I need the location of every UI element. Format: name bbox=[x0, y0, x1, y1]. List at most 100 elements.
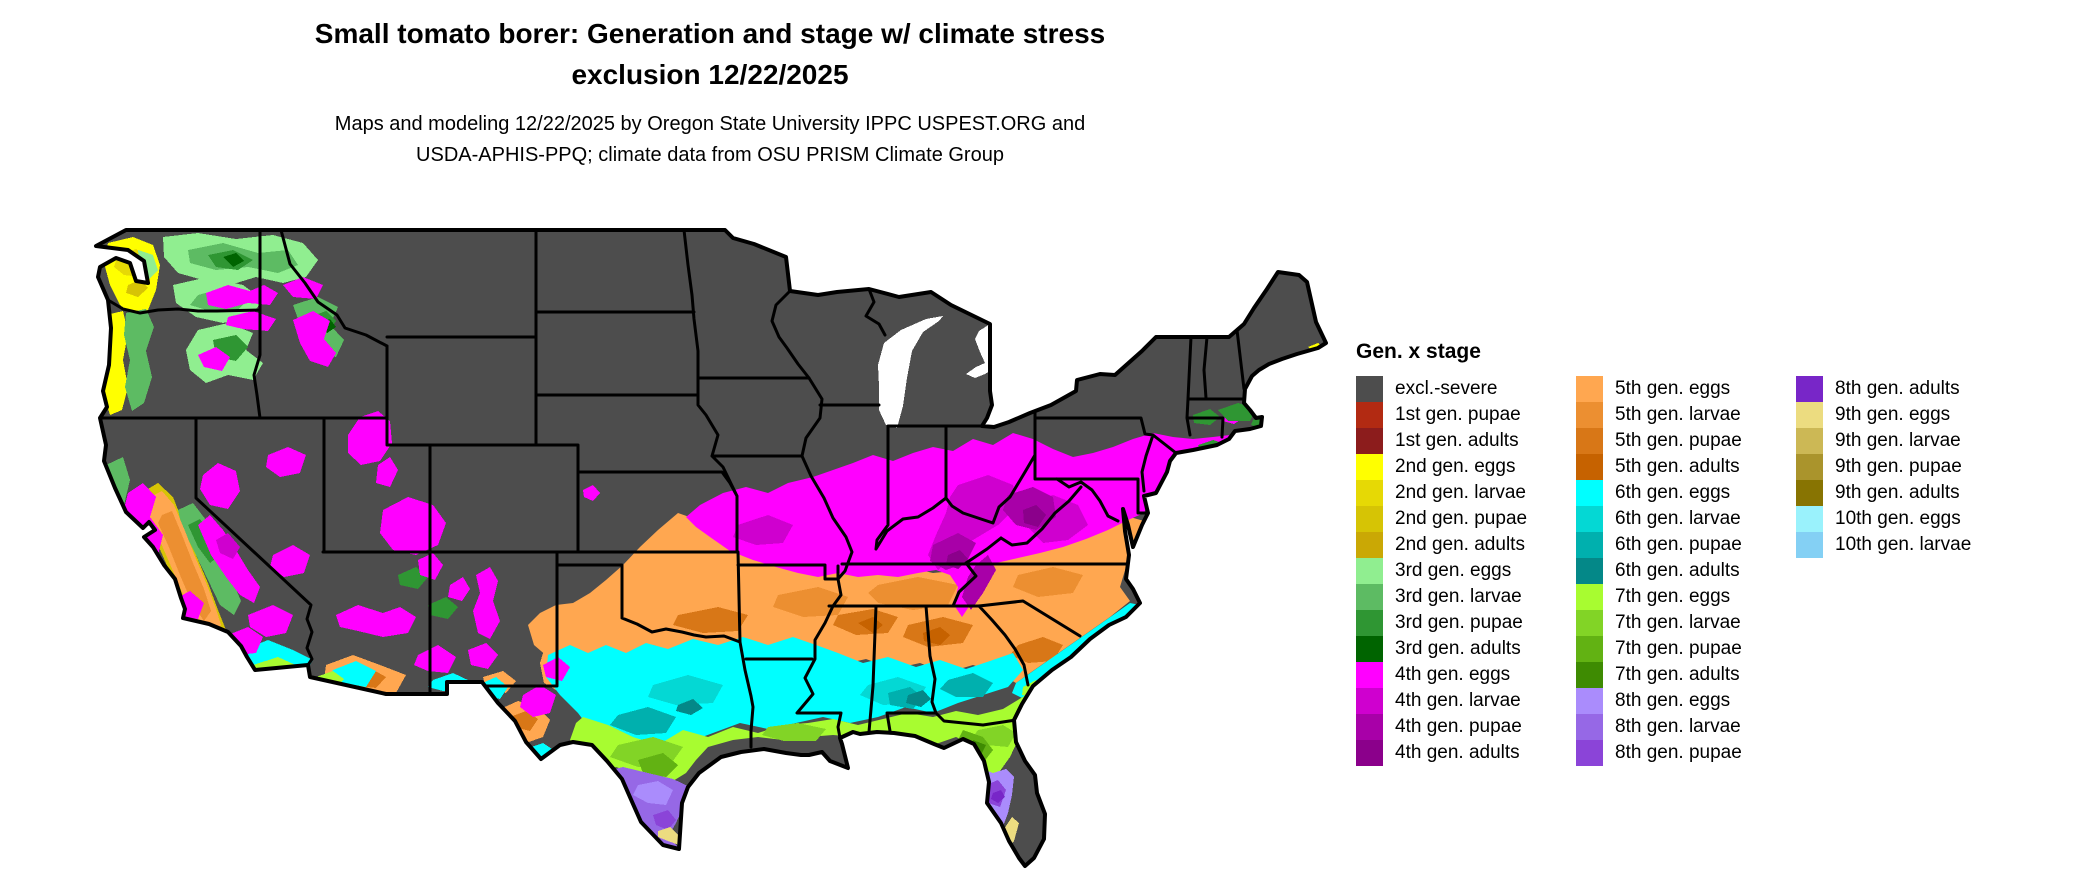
legend-item: 8th gen. pupae bbox=[1576, 740, 1796, 766]
legend-item: 5th gen. eggs bbox=[1576, 376, 1796, 402]
legend-item-label: 5th gen. eggs bbox=[1615, 378, 1731, 399]
legend-swatch bbox=[1356, 454, 1383, 480]
legend-item-label: 5th gen. larvae bbox=[1615, 404, 1741, 425]
legend-item-label: 10th gen. eggs bbox=[1835, 508, 1961, 529]
legend-item-label: 7th gen. adults bbox=[1615, 664, 1740, 685]
legend-item-label: 8th gen. pupae bbox=[1615, 742, 1742, 763]
map-subtitle-line2: USDA-APHIS-PPQ; climate data from OSU PR… bbox=[416, 144, 1004, 167]
map-title-line2: exclusion 12/22/2025 bbox=[571, 58, 849, 90]
legend-item: 8th gen. larvae bbox=[1576, 714, 1796, 740]
legend-swatch bbox=[1576, 454, 1603, 480]
legend-swatch bbox=[1356, 584, 1383, 610]
legend-swatch bbox=[1576, 428, 1603, 454]
legend-swatch bbox=[1576, 714, 1603, 740]
legend-item-label: 7th gen. larvae bbox=[1615, 612, 1741, 633]
legend: Gen. x stage excl.-severe 1st gen. pupae 1… bbox=[1356, 340, 2016, 766]
legend-item-label: 3rd gen. larvae bbox=[1395, 586, 1522, 607]
legend-swatch bbox=[1796, 376, 1823, 402]
legend-item: excl.-severe bbox=[1356, 376, 1576, 402]
legend-item-label: 5th gen. adults bbox=[1615, 456, 1740, 477]
legend-item: 6th gen. pupae bbox=[1576, 532, 1796, 558]
map-regions-6th-gen-adults bbox=[676, 690, 931, 715]
legend-item: 9th gen. adults bbox=[1796, 480, 2016, 506]
legend-item: 3rd gen. adults bbox=[1356, 636, 1576, 662]
legend-swatch bbox=[1796, 532, 1823, 558]
legend-item-label: 6th gen. larvae bbox=[1615, 508, 1741, 529]
map-regions-5th-gen-larvae bbox=[158, 511, 1083, 621]
legend-item-label: 4th gen. eggs bbox=[1395, 664, 1511, 685]
legend-item-label: 6th gen. adults bbox=[1615, 560, 1740, 581]
legend-item: 1st gen. adults bbox=[1356, 428, 1576, 454]
legend-item: 2nd gen. eggs bbox=[1356, 454, 1576, 480]
legend-swatch bbox=[1796, 402, 1823, 428]
legend-item-label: 7th gen. eggs bbox=[1615, 586, 1731, 607]
legend-swatch bbox=[1356, 610, 1383, 636]
legend-swatch bbox=[1796, 480, 1823, 506]
legend-swatch bbox=[1356, 636, 1383, 662]
legend-item-label: 6th gen. eggs bbox=[1615, 482, 1731, 503]
legend-item-label: 4th gen. pupae bbox=[1395, 716, 1522, 737]
legend-swatch bbox=[1796, 454, 1823, 480]
legend-item: 8th gen. adults bbox=[1796, 376, 2016, 402]
legend-swatch bbox=[1356, 402, 1383, 428]
legend-swatch bbox=[1576, 558, 1603, 584]
legend-item: 3rd gen. pupae bbox=[1356, 610, 1576, 636]
legend-item-label: 3rd gen. eggs bbox=[1395, 560, 1512, 581]
legend-item-label: 5th gen. pupae bbox=[1615, 430, 1742, 451]
legend-item: 7th gen. pupae bbox=[1576, 636, 1796, 662]
legend-item: 3rd gen. larvae bbox=[1356, 584, 1576, 610]
legend-swatch bbox=[1576, 740, 1603, 766]
legend-swatch bbox=[1576, 376, 1603, 402]
legend-item: 5th gen. pupae bbox=[1576, 428, 1796, 454]
legend-swatch bbox=[1576, 610, 1603, 636]
legend-item: 9th gen. eggs bbox=[1796, 402, 2016, 428]
legend-item: 10th gen. eggs bbox=[1796, 506, 2016, 532]
legend-item: 2nd gen. larvae bbox=[1356, 480, 1576, 506]
legend-swatch bbox=[1796, 506, 1823, 532]
legend-item: 7th gen. adults bbox=[1576, 662, 1796, 688]
state-borders bbox=[98, 230, 1246, 749]
legend-title: Gen. x stage bbox=[1356, 340, 1481, 363]
legend-item-label: 8th gen. larvae bbox=[1615, 716, 1741, 737]
legend-swatch bbox=[1356, 480, 1383, 506]
legend-item: 10th gen. larvae bbox=[1796, 532, 2016, 558]
legend-item-label: 2nd gen. eggs bbox=[1395, 456, 1516, 477]
map-title: Small tomato borer: Generation and stage… bbox=[140, 14, 1280, 95]
legend-swatch bbox=[1356, 532, 1383, 558]
legend-column: 5th gen. eggs 5th gen. larvae 5th gen. pup… bbox=[1576, 376, 1796, 766]
map-subtitle: Maps and modeling 12/22/2025 by Oregon S… bbox=[140, 109, 1280, 171]
legend-item: 9th gen. larvae bbox=[1796, 428, 2016, 454]
legend-item-label: 8th gen. adults bbox=[1835, 378, 1960, 399]
map-header: Small tomato borer: Generation and stage… bbox=[140, 14, 1280, 171]
legend-item: 4th gen. larvae bbox=[1356, 688, 1576, 714]
map-regions-9th-gen-eggs bbox=[658, 817, 1019, 861]
legend-item-label: 8th gen. eggs bbox=[1615, 690, 1731, 711]
legend-item: 6th gen. larvae bbox=[1576, 506, 1796, 532]
legend-swatch bbox=[1576, 662, 1603, 688]
legend-item: 6th gen. eggs bbox=[1576, 480, 1796, 506]
legend-item-label: 6th gen. pupae bbox=[1615, 534, 1742, 555]
legend-item: 8th gen. eggs bbox=[1576, 688, 1796, 714]
legend-item-label: 3rd gen. pupae bbox=[1395, 612, 1523, 633]
legend-item: 2nd gen. adults bbox=[1356, 532, 1576, 558]
legend-item-label: 9th gen. pupae bbox=[1835, 456, 1962, 477]
legend-item-label: 9th gen. larvae bbox=[1835, 430, 1961, 451]
map-regions-10th-gen-larvae bbox=[971, 869, 1011, 883]
legend-swatch bbox=[1576, 584, 1603, 610]
legend-item-label: 4th gen. adults bbox=[1395, 742, 1520, 763]
legend-swatch bbox=[1796, 428, 1823, 454]
legend-swatch bbox=[1356, 714, 1383, 740]
legend-swatch bbox=[1356, 558, 1383, 584]
legend-swatch bbox=[1356, 506, 1383, 532]
legend-item-label: 3rd gen. adults bbox=[1395, 638, 1521, 659]
legend-column: 8th gen. adults 9th gen. eggs 9th gen. lar… bbox=[1796, 376, 2016, 558]
legend-item: 7th gen. eggs bbox=[1576, 584, 1796, 610]
legend-item-label: 1st gen. adults bbox=[1395, 430, 1519, 451]
legend-item-label: 10th gen. larvae bbox=[1835, 534, 1972, 555]
legend-swatch bbox=[1356, 428, 1383, 454]
legend-swatch bbox=[1576, 506, 1603, 532]
map-subtitle-line1: Maps and modeling 12/22/2025 by Oregon S… bbox=[334, 113, 1086, 136]
map-title-line1: Small tomato borer: Generation and stage… bbox=[314, 18, 1106, 49]
legend-item: 1st gen. pupae bbox=[1356, 402, 1576, 428]
